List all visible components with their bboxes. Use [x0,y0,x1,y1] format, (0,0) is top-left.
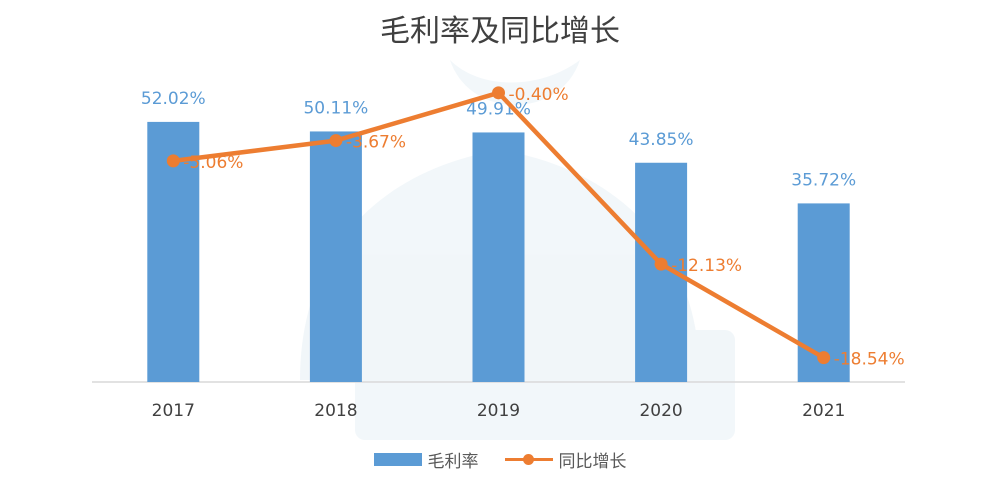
bar-2019 [472,132,525,382]
bar-data-label-2021: 35.72% [791,170,856,190]
line-point-2017 [166,154,180,168]
line-point-2018 [329,134,343,148]
legend-item-yoy-growth: 同比增长 [504,447,627,472]
bar-data-label-2019: 49.91% [466,99,531,119]
bar-data-label-2020: 43.85% [629,130,694,150]
x-tick-label-2017: 2017 [152,401,195,421]
bar-data-label-2017: 52.02% [141,89,206,109]
legend-item-gross-margin: 毛利率 [373,447,479,472]
chart-title: 毛利率及同比增长 [380,14,620,49]
line-point-2019 [492,86,505,100]
line-data-label-2020: -12.13% [671,256,742,276]
x-tick-label-2020: 2020 [639,401,682,421]
legend-swatch-bar [373,453,422,466]
legend-swatch-line [504,453,553,466]
line-point-2021 [817,351,831,365]
line-data-label-2021: -18.54% [834,350,905,370]
legend-label-yoy-growth: 同比增长 [558,452,627,472]
x-tick-label-2021: 2021 [802,401,845,421]
line-data-label-2019: -0.40% [509,85,569,105]
x-tick-label-2018: 2018 [314,401,357,421]
chart-legend: 毛利率 同比增长 [0,447,1000,472]
legend-label-gross-margin: 毛利率 [427,452,479,472]
bar-data-label-2018: 50.11% [303,98,368,118]
bar-2018 [309,131,362,382]
x-tick-label-2019: 2019 [477,401,520,421]
line-data-label-2017: -5.06% [183,153,243,173]
line-data-label-2018: -3.67% [346,133,406,153]
line-point-2020 [654,257,668,271]
